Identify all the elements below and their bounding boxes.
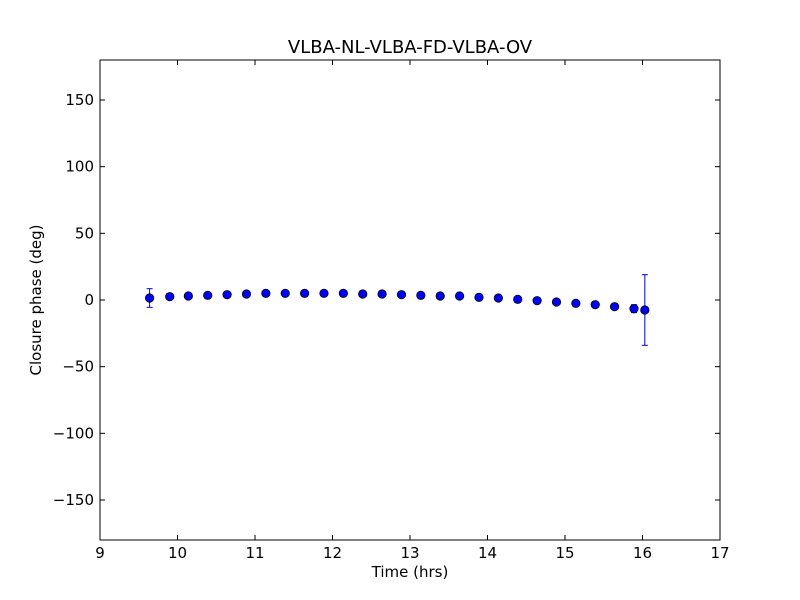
- y-tick-label: −100: [53, 424, 94, 442]
- data-point: [261, 288, 271, 298]
- data-point: [183, 291, 193, 301]
- data-point: [474, 292, 484, 302]
- data-point: [435, 291, 445, 301]
- data-point: [358, 289, 368, 299]
- y-tick-label: −150: [53, 491, 94, 509]
- data-point: [416, 290, 426, 300]
- data-point: [338, 288, 348, 298]
- data-point: [165, 292, 175, 302]
- x-tick-label: 9: [95, 544, 105, 562]
- data-point: [454, 291, 465, 301]
- data-point: [493, 293, 503, 303]
- x-tick-label: 11: [245, 544, 264, 562]
- axis-ticks: 9 10 11 12 13 14 15 16 17 −150 −100 −50 0 50 100 150: [53, 60, 730, 562]
- data-point: [551, 297, 562, 307]
- x-tick-label: 10: [168, 544, 187, 562]
- data-point: [319, 288, 329, 298]
- x-tick-label: 14: [478, 544, 497, 562]
- data-point: [629, 304, 639, 314]
- data-point: [532, 296, 542, 306]
- data-point: [222, 290, 232, 300]
- y-tick-label: 50: [75, 224, 94, 242]
- data-point: [145, 293, 155, 303]
- data-point: [571, 298, 581, 308]
- y-axis-label: Closure phase (deg): [27, 225, 45, 376]
- error-bars: [146, 274, 648, 346]
- data-point: [609, 302, 620, 312]
- chart-title: VLBA-NL-VLBA-FD-VLBA-OV: [288, 37, 533, 58]
- data-point: [241, 289, 252, 299]
- x-axis-label: Time (hrs): [371, 563, 449, 581]
- y-tick-label: 0: [84, 291, 94, 309]
- data-point: [299, 288, 310, 298]
- x-tick-label: 15: [555, 544, 574, 562]
- data-point: [590, 300, 600, 310]
- x-tick-label: 12: [323, 544, 342, 562]
- x-tick-label: 16: [633, 544, 652, 562]
- plot-frame: [99, 59, 721, 541]
- x-tick-label: 13: [400, 544, 419, 562]
- x-tick-label: 17: [710, 544, 729, 562]
- data-point: [640, 305, 650, 315]
- data-point: [396, 290, 407, 300]
- y-tick-label: 100: [65, 158, 94, 176]
- data-point: [377, 289, 387, 299]
- data-point: [280, 288, 290, 298]
- data-point: [513, 294, 523, 304]
- y-tick-label: 150: [65, 91, 94, 109]
- y-tick-label: −50: [62, 358, 94, 376]
- data-point: [203, 290, 213, 300]
- data-points: [145, 288, 650, 315]
